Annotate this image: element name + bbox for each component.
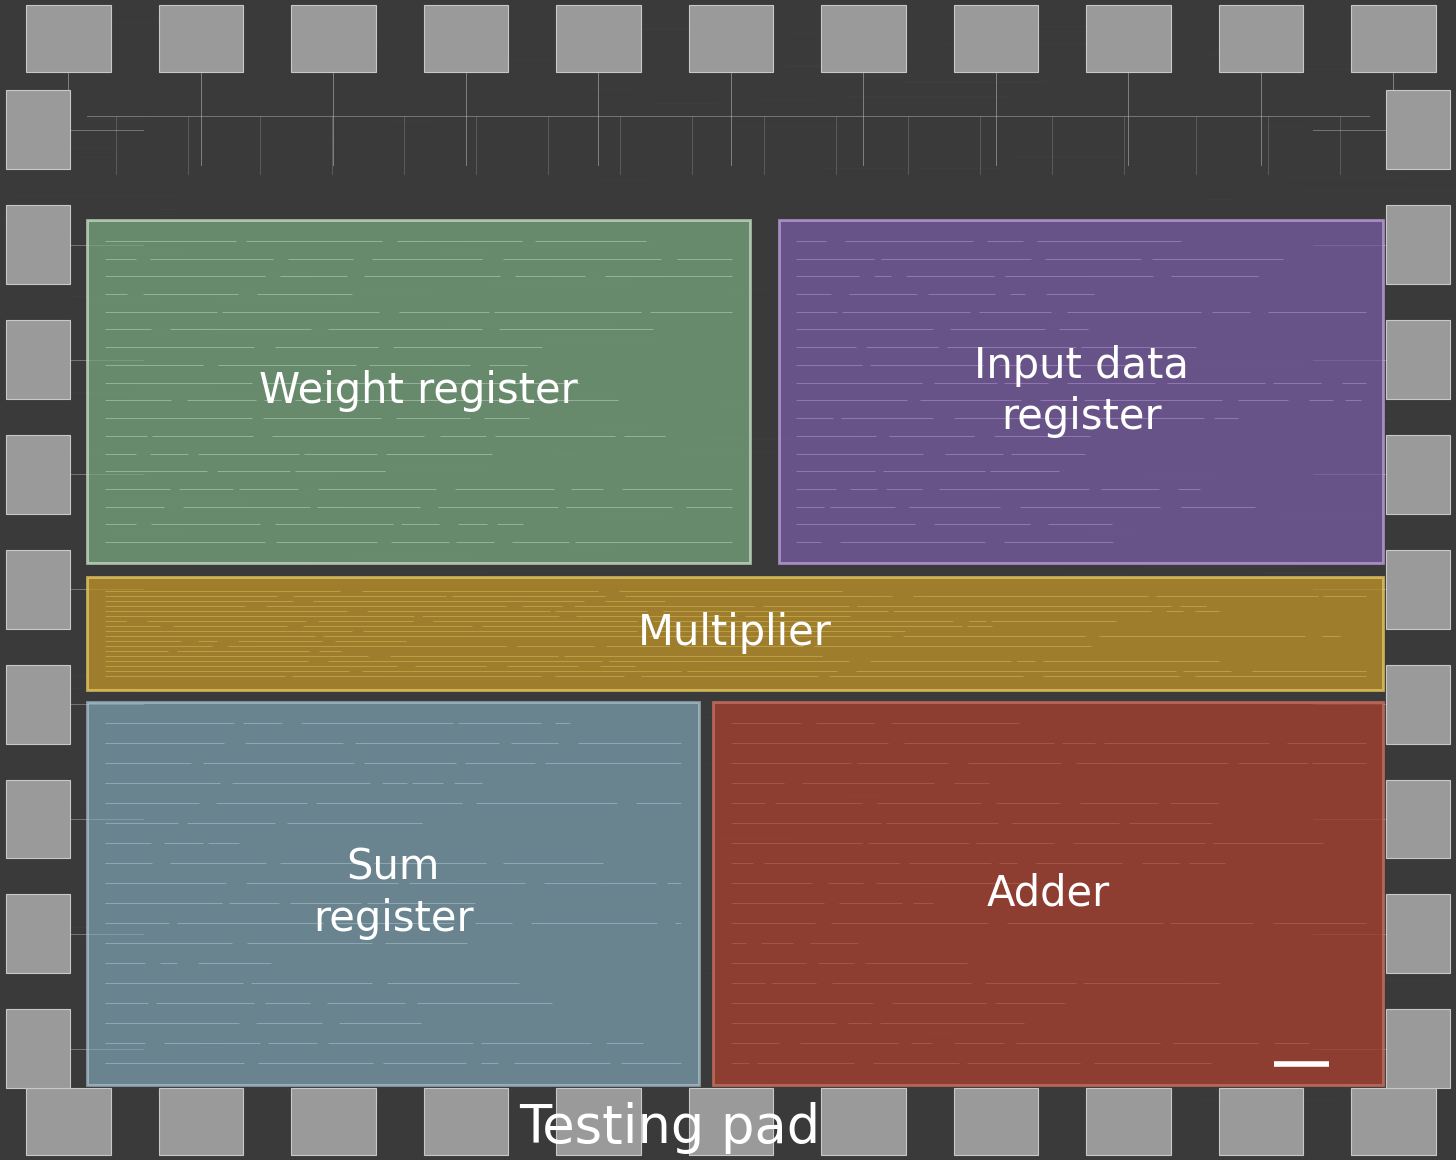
Bar [1386,550,1450,629]
Bar [6,665,70,744]
Bar [6,320,70,399]
Bar [87,220,750,563]
Bar [1386,1009,1450,1088]
Bar [424,5,508,72]
Bar [159,5,243,72]
Text: Testing pad: Testing pad [520,1102,820,1153]
Bar [87,702,699,1085]
Bar [1086,5,1171,72]
Bar [954,5,1038,72]
Bar [6,435,70,514]
Bar [713,702,1383,1085]
Text: Adder: Adder [987,872,1109,914]
Bar [6,90,70,169]
Bar [87,577,1383,690]
Bar [159,1088,243,1155]
Bar [291,1088,376,1155]
Bar [1351,1088,1436,1155]
Bar [6,205,70,284]
Bar [689,5,773,72]
Bar [1219,1088,1303,1155]
Bar [821,5,906,72]
Bar [1386,780,1450,858]
Bar [1386,205,1450,284]
Bar [556,1088,641,1155]
Bar [689,1088,773,1155]
Bar [6,550,70,629]
Text: Sum
register: Sum register [313,847,473,940]
Bar [26,1088,111,1155]
Text: Multiplier: Multiplier [638,612,833,654]
Bar [6,894,70,973]
Bar [1386,90,1450,169]
Bar [291,5,376,72]
Bar [1386,665,1450,744]
Bar [779,220,1383,563]
Bar [1386,435,1450,514]
Bar [1351,5,1436,72]
Bar [1086,1088,1171,1155]
Text: Weight register: Weight register [259,370,578,413]
Bar [556,5,641,72]
Bar [26,5,111,72]
Bar [424,1088,508,1155]
Text: Input data
register: Input data register [974,345,1188,438]
Bar [1386,894,1450,973]
Bar [954,1088,1038,1155]
Bar [1386,320,1450,399]
Bar [6,780,70,858]
Bar [821,1088,906,1155]
Bar [6,1009,70,1088]
Bar [1219,5,1303,72]
